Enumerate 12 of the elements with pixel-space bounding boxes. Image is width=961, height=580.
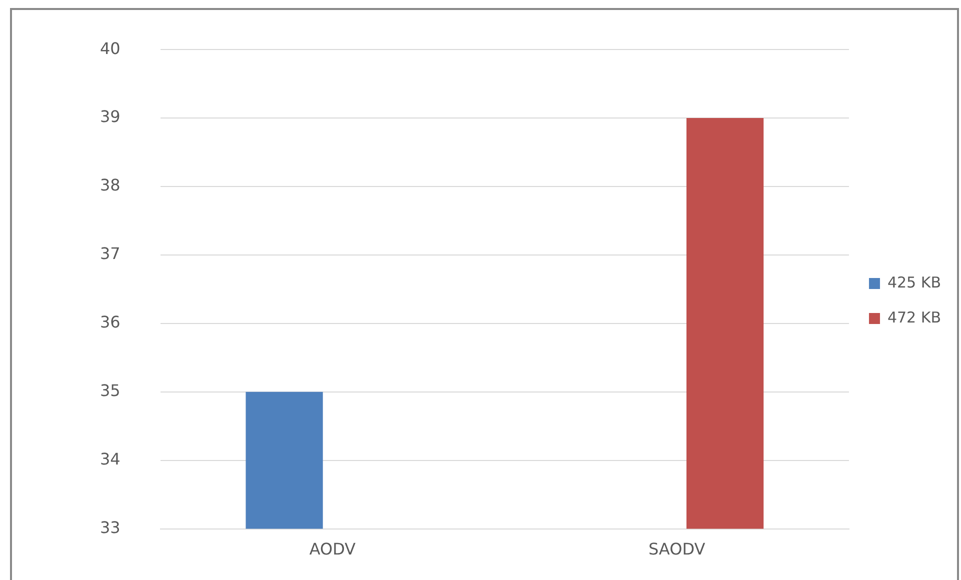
y-tick-label: 34 bbox=[100, 450, 120, 468]
legend-label: 425 KB bbox=[887, 273, 942, 292]
x-tick-label: AODV bbox=[309, 540, 356, 559]
y-tick-label: 36 bbox=[100, 312, 120, 332]
y-tick-label: 39 bbox=[100, 107, 120, 126]
y-tick-label: 35 bbox=[100, 381, 120, 400]
y-tick-label: 40 bbox=[100, 38, 120, 58]
y-tick-label: 33 bbox=[100, 518, 120, 537]
y-tick-label: 37 bbox=[100, 244, 120, 264]
y-tick-label: 38 bbox=[100, 176, 120, 195]
x-tick-label: SAODV bbox=[648, 540, 706, 559]
legend-label: 472 KB bbox=[887, 308, 942, 326]
